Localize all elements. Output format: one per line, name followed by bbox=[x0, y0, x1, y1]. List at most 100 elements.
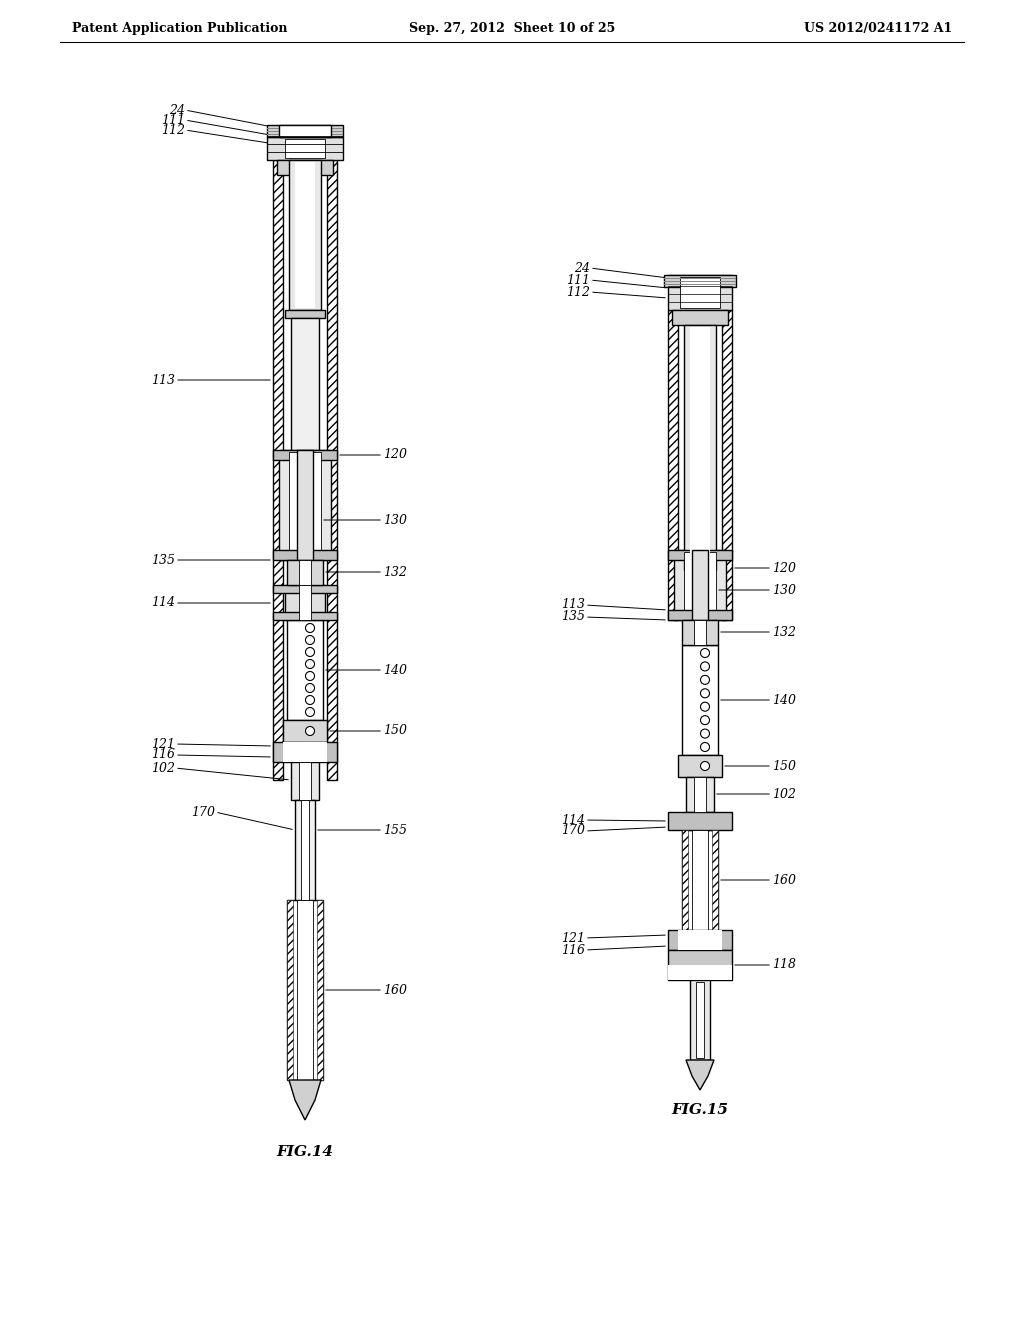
Bar bbox=[722, 310, 732, 620]
Text: 24: 24 bbox=[169, 103, 185, 116]
Text: 24: 24 bbox=[574, 261, 590, 275]
Bar bbox=[267, 128, 343, 129]
Bar bbox=[299, 585, 311, 620]
Bar bbox=[267, 133, 343, 135]
Polygon shape bbox=[686, 1060, 714, 1090]
Circle shape bbox=[305, 726, 314, 735]
Bar bbox=[686, 777, 714, 812]
Bar bbox=[267, 131, 343, 132]
Bar bbox=[690, 979, 710, 1060]
Bar bbox=[285, 310, 325, 318]
Bar bbox=[668, 275, 732, 310]
Bar bbox=[696, 982, 705, 1059]
Bar bbox=[682, 830, 688, 931]
Text: FIG.14: FIG.14 bbox=[276, 1144, 334, 1159]
Bar bbox=[668, 931, 732, 950]
Text: 140: 140 bbox=[772, 693, 796, 706]
Text: 113: 113 bbox=[561, 598, 585, 611]
Bar bbox=[287, 900, 293, 1080]
Bar bbox=[678, 755, 722, 777]
Bar bbox=[692, 830, 708, 931]
Bar bbox=[682, 830, 718, 931]
Text: 111: 111 bbox=[566, 273, 590, 286]
Bar bbox=[289, 451, 321, 558]
Text: 140: 140 bbox=[383, 664, 407, 676]
Text: FIG.15: FIG.15 bbox=[672, 1104, 728, 1117]
Circle shape bbox=[700, 689, 710, 698]
Bar bbox=[267, 125, 343, 137]
Bar bbox=[680, 277, 720, 308]
Text: 116: 116 bbox=[561, 944, 585, 957]
Bar bbox=[668, 610, 732, 620]
Text: 150: 150 bbox=[772, 759, 796, 772]
Text: 121: 121 bbox=[151, 738, 175, 751]
Circle shape bbox=[700, 715, 710, 725]
Bar bbox=[291, 762, 319, 800]
Bar bbox=[317, 900, 323, 1080]
Circle shape bbox=[700, 702, 710, 711]
Circle shape bbox=[305, 684, 314, 693]
Circle shape bbox=[305, 672, 314, 681]
Text: 170: 170 bbox=[191, 805, 215, 818]
Bar bbox=[674, 550, 726, 620]
Text: 113: 113 bbox=[151, 374, 175, 387]
Bar bbox=[299, 560, 311, 585]
Bar bbox=[291, 318, 319, 450]
Bar bbox=[668, 310, 678, 620]
Text: 114: 114 bbox=[561, 813, 585, 826]
Bar bbox=[285, 585, 325, 620]
Bar bbox=[287, 620, 323, 719]
Text: 120: 120 bbox=[772, 561, 796, 574]
Circle shape bbox=[305, 648, 314, 656]
Text: 150: 150 bbox=[383, 725, 407, 738]
Text: 130: 130 bbox=[383, 513, 407, 527]
Circle shape bbox=[700, 762, 710, 771]
Bar bbox=[682, 620, 718, 645]
Bar bbox=[712, 830, 718, 931]
Bar bbox=[668, 550, 732, 560]
Circle shape bbox=[700, 742, 710, 751]
Circle shape bbox=[700, 676, 710, 684]
Bar bbox=[273, 585, 337, 593]
Bar bbox=[692, 550, 708, 620]
Bar bbox=[678, 931, 722, 950]
Bar bbox=[690, 327, 710, 568]
Text: 160: 160 bbox=[383, 983, 407, 997]
Bar bbox=[684, 325, 716, 570]
Text: 112: 112 bbox=[566, 285, 590, 298]
Circle shape bbox=[305, 660, 314, 668]
Text: 135: 135 bbox=[561, 610, 585, 623]
Bar bbox=[295, 162, 315, 308]
Bar bbox=[664, 284, 736, 285]
Text: 116: 116 bbox=[151, 748, 175, 762]
Bar bbox=[297, 450, 313, 560]
Circle shape bbox=[700, 661, 710, 671]
Bar bbox=[295, 800, 315, 900]
Bar bbox=[273, 450, 337, 459]
Text: Patent Application Publication: Patent Application Publication bbox=[72, 22, 288, 36]
Bar bbox=[682, 645, 718, 755]
Bar bbox=[273, 160, 283, 780]
Bar bbox=[287, 900, 323, 1080]
Bar bbox=[267, 137, 343, 160]
Bar bbox=[668, 812, 732, 830]
Circle shape bbox=[700, 729, 710, 738]
Bar bbox=[285, 139, 325, 158]
Bar bbox=[301, 800, 309, 900]
Bar bbox=[664, 277, 736, 279]
Text: 120: 120 bbox=[383, 449, 407, 462]
Text: 160: 160 bbox=[772, 874, 796, 887]
Text: 112: 112 bbox=[161, 124, 185, 136]
Bar bbox=[273, 550, 337, 560]
Bar bbox=[278, 160, 333, 176]
Bar bbox=[672, 310, 728, 325]
Bar bbox=[327, 160, 337, 780]
Text: 114: 114 bbox=[151, 597, 175, 610]
Bar bbox=[664, 275, 736, 286]
Text: Sep. 27, 2012  Sheet 10 of 25: Sep. 27, 2012 Sheet 10 of 25 bbox=[409, 22, 615, 36]
Bar bbox=[694, 777, 706, 812]
Bar bbox=[289, 160, 321, 310]
Text: US 2012/0241172 A1: US 2012/0241172 A1 bbox=[804, 22, 952, 36]
Circle shape bbox=[305, 635, 314, 644]
Bar bbox=[668, 950, 732, 979]
